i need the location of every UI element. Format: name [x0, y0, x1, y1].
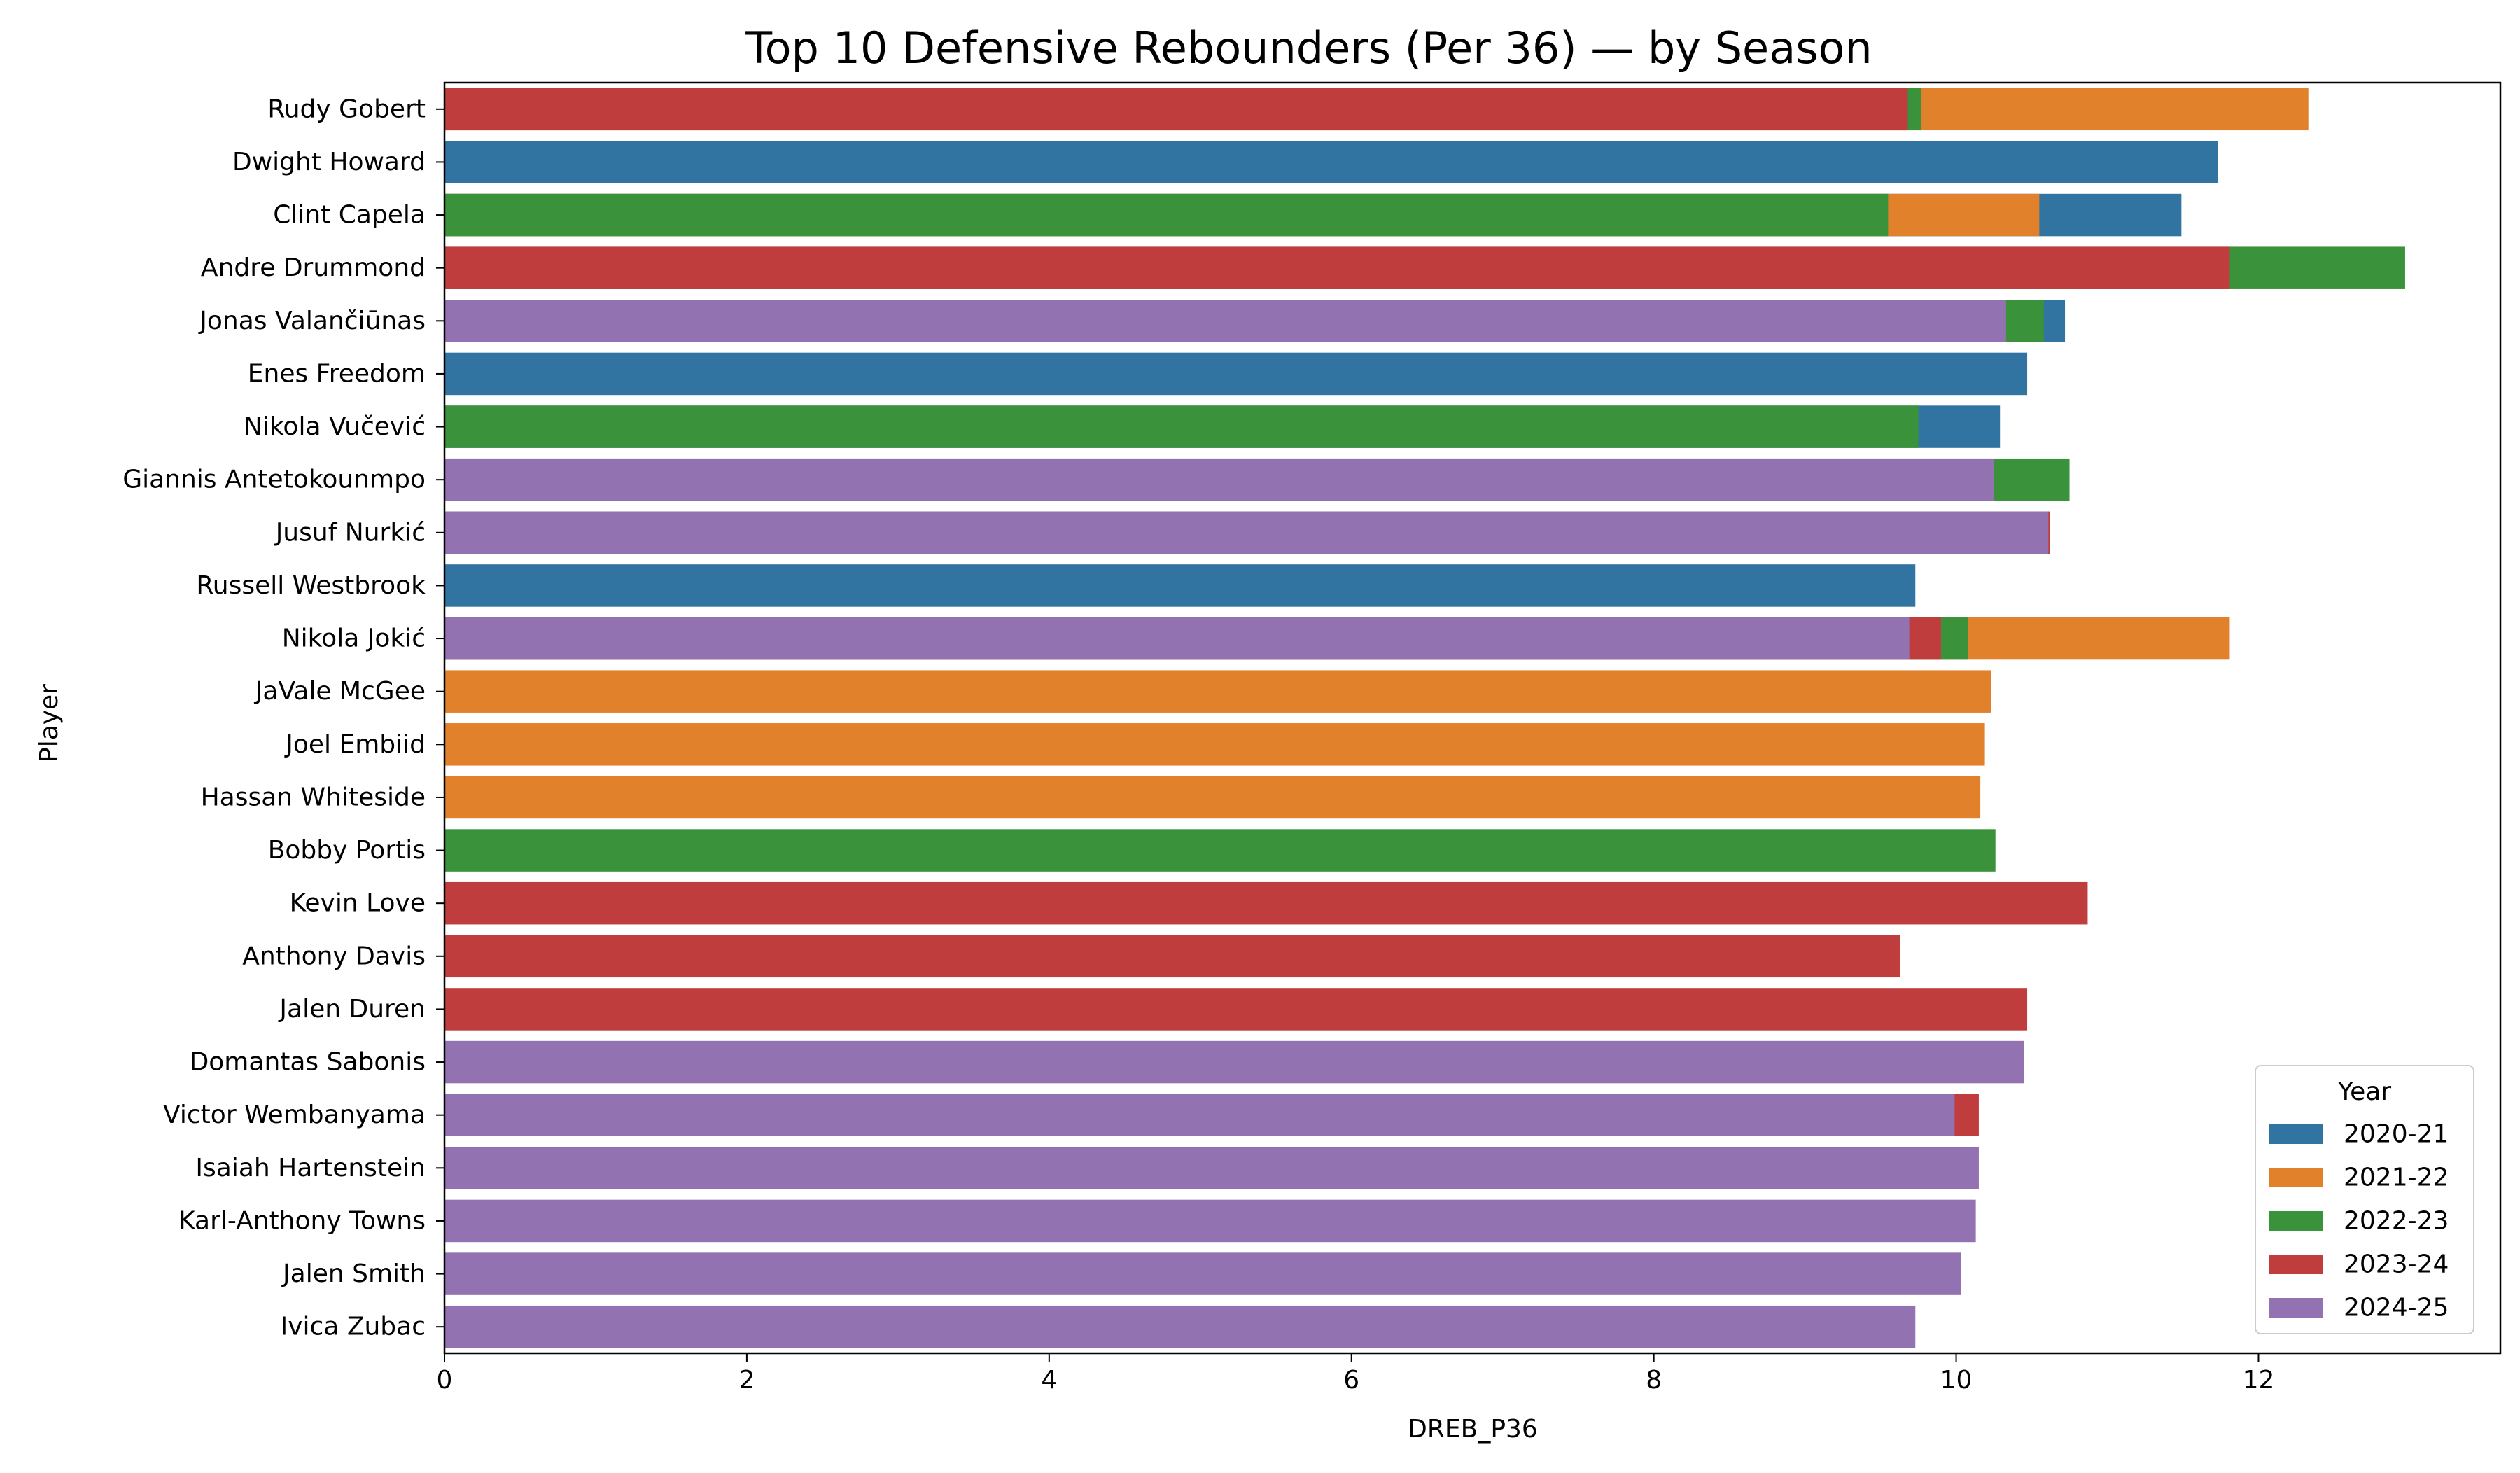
- y-tick-label: Victor Wembanyama: [163, 1101, 426, 1129]
- legend-label-2023-24: 2023-24: [2344, 1250, 2449, 1279]
- y-tick-label: Joel Embiid: [284, 730, 426, 759]
- legend-label-2022-23: 2022-23: [2344, 1207, 2449, 1236]
- y-tick-label: Nikola Vučević: [244, 412, 426, 441]
- bar-enes-freedom-2020-21: [444, 352, 2028, 396]
- legend-swatch-2024-25: [2269, 1298, 2323, 1318]
- bar-bobby-portis-2022-23: [444, 829, 1996, 872]
- bar-russell-westbrook-2020-21: [444, 564, 1916, 607]
- y-tick-label: Andre Drummond: [201, 253, 426, 282]
- x-tick-label: 6: [1343, 1366, 1359, 1395]
- bar-jalen-smith-2024-25: [444, 1252, 1961, 1295]
- y-tick-label: Jonas Valančiūnas: [198, 307, 426, 335]
- bar-rudy-gobert-2023-24: [444, 88, 1908, 131]
- bar-nikola-vucevic-2022-23: [444, 405, 1919, 448]
- bar-kevin-love-2023-24: [444, 881, 2088, 925]
- x-tick-label: 10: [1940, 1366, 1973, 1395]
- y-tick-label: Isaiah Hartenstein: [195, 1154, 426, 1182]
- bar-jusuf-nurkic-2024-25: [444, 511, 2049, 554]
- bar-joel-embiid-2021-22: [444, 723, 1985, 766]
- chart-title: Top 10 Defensive Rebounders (Per 36) — b…: [745, 22, 1872, 74]
- y-tick-label: Anthony Davis: [242, 942, 426, 970]
- legend-swatch-2020-21: [2269, 1124, 2323, 1144]
- y-tick-label: Bobby Portis: [268, 836, 426, 865]
- legend-label-2021-22: 2021-22: [2344, 1164, 2449, 1192]
- y-tick-label: Dwight Howard: [232, 148, 426, 176]
- y-axis: Rudy Gobert Dwight Howard Clint Capela Andr…: [122, 95, 444, 1341]
- x-tick-label: 2: [738, 1366, 755, 1395]
- x-tick-label: 0: [437, 1366, 453, 1395]
- y-tick-label: Russell Westbrook: [196, 571, 426, 600]
- bar-ivica-zubac-2024-25: [444, 1305, 1916, 1348]
- y-tick-label: Giannis Antetokounmpo: [122, 466, 426, 494]
- y-tick-label: Jalen Smith: [281, 1259, 426, 1288]
- y-tick-label: Ivica Zubac: [281, 1313, 426, 1341]
- x-axis-label: DREB_P36: [1408, 1415, 1538, 1444]
- bar-hassan-whiteside-2021-22: [444, 776, 1981, 819]
- bar-anthony-davis-2023-24: [444, 935, 1900, 978]
- legend-label-2024-25: 2024-25: [2344, 1294, 2449, 1322]
- y-tick-label: Clint Capela: [273, 201, 426, 230]
- x-axis: 0 2 4 6 8 10 12: [437, 1353, 2275, 1395]
- legend-swatch-2021-22: [2269, 1168, 2323, 1187]
- bar-jalen-duren-2023-24: [444, 988, 2028, 1031]
- y-tick-label: Rudy Gobert: [267, 95, 426, 123]
- y-tick-label: Hassan Whiteside: [201, 783, 426, 811]
- bar-andre-drummond-2023-24: [444, 246, 2230, 289]
- y-tick-label: Kevin Love: [290, 889, 426, 918]
- x-tick-label: 12: [2243, 1366, 2275, 1395]
- y-tick-label: Karl-Anthony Towns: [178, 1206, 426, 1235]
- x-tick-label: 4: [1041, 1366, 1057, 1395]
- legend-swatch-2022-23: [2269, 1211, 2323, 1231]
- y-tick-label: JaVale McGee: [254, 677, 426, 706]
- y-tick-label: Jusuf Nurkić: [274, 518, 426, 547]
- y-tick-label: Enes Freedom: [248, 359, 426, 388]
- bar-karl-anthony-towns-2024-25: [444, 1199, 1976, 1243]
- legend-label-2020-21: 2020-21: [2344, 1120, 2449, 1149]
- bar-nikola-jokic-2024-25: [444, 617, 1910, 660]
- bar-isaiah-hartenstein-2024-25: [444, 1147, 1979, 1189]
- bars-layer: [444, 88, 2405, 1348]
- bar-victor-wembanyama-2024-25: [444, 1094, 1955, 1136]
- bar-domantas-sabonis-2024-25: [444, 1040, 2024, 1084]
- legend-title: Year: [2337, 1077, 2391, 1106]
- y-tick-label: Jalen Duren: [278, 995, 426, 1024]
- bar-jonas-valanciunas-2024-25: [444, 300, 2006, 342]
- x-tick-label: 8: [1646, 1366, 1662, 1395]
- legend-swatch-2023-24: [2269, 1255, 2323, 1274]
- y-axis-label: Player: [35, 684, 64, 762]
- y-tick-label: Nikola Jokić: [282, 624, 426, 653]
- plot-frame: [443, 81, 2502, 1355]
- bar-dwight-howard-2020-21: [444, 141, 2218, 183]
- legend: Year 2020-21 2021-22 2022-23 2023-24 2024-25: [2255, 1065, 2474, 1334]
- bar-clint-capela-2022-23: [444, 193, 1889, 237]
- bar-giannis-antetokounmpo-2024-25: [444, 458, 1994, 501]
- bar-javale-mcgee-2021-22: [444, 670, 1991, 713]
- y-tick-label: Domantas Sabonis: [190, 1048, 426, 1077]
